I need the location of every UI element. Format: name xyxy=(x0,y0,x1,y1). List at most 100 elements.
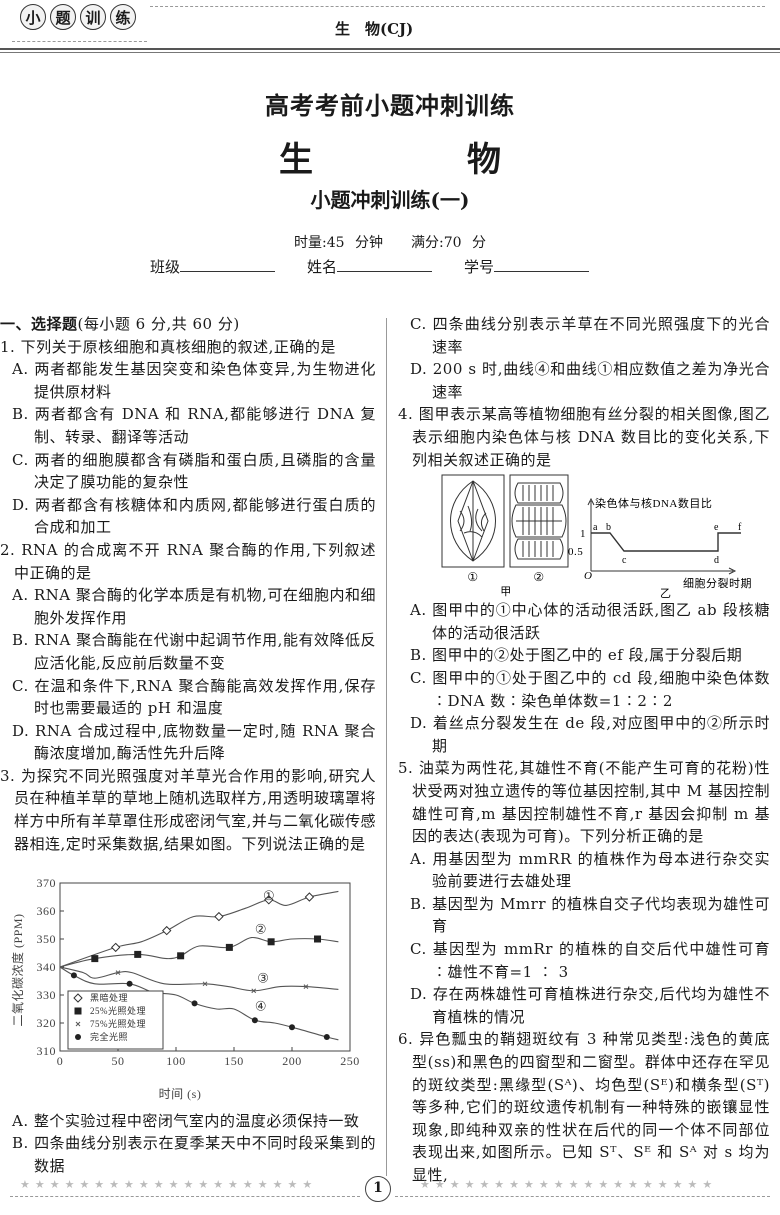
question-3-option-b: B. 四条曲线分别表示在夏季某天中不同时段采集到的数据 xyxy=(12,1134,376,1176)
header-dashed-line xyxy=(150,6,765,7)
y-tick-label: 330 xyxy=(37,988,57,1002)
data-point-series-4 xyxy=(289,1024,295,1031)
subject-title: 生 物 xyxy=(279,140,561,180)
data-point-series-3 xyxy=(251,988,257,994)
legend-box xyxy=(67,990,164,1050)
y-tick-label: 360 xyxy=(37,904,57,918)
id-field[interactable]: 学号 xyxy=(464,256,590,277)
graph-x-label: 细胞分裂时期 xyxy=(683,577,752,590)
blank-line xyxy=(180,258,276,272)
question-1-option-b: B. 两者都含有 DNA 和 RNA,都能够进行 DNA 复制、转录、翻译等活动 xyxy=(12,405,376,446)
logo-char: 练 xyxy=(110,4,136,30)
data-point-series-1 xyxy=(214,912,224,922)
left-column: 一、选择题(每小题 6 分,共 60 分) 1. 下列关于原核细胞和真核细胞的叙… xyxy=(0,313,376,1178)
data-point-series-1 xyxy=(264,895,274,905)
y-tick-label: 320 xyxy=(37,1016,57,1030)
legend-label: 25%光照处理 xyxy=(90,1005,146,1016)
point-e: e xyxy=(714,522,719,533)
data-point-series-4 xyxy=(191,1000,198,1007)
y-tick-label: 310 xyxy=(37,1044,57,1058)
question-2-option-a: A. RNA 聚合酶的化学本质是有机物,可在细胞内和细胞外发挥作用 xyxy=(12,586,376,627)
question-3-option-a: A. 整个实验过程中密闭气室内的温度必须保持一致 xyxy=(12,1111,360,1130)
page-header: 小 题 训 练 生 物(CJ) xyxy=(0,0,780,53)
data-point-series-2 xyxy=(134,951,142,959)
header-subject: 生 物(CJ) xyxy=(335,20,414,38)
x-tick-label: 150 xyxy=(224,1054,244,1068)
header-dashed-line xyxy=(12,41,147,42)
question-4-option-d: D. 着丝点分裂发生在 de 段,对应图甲中的②所示时期 xyxy=(410,714,770,755)
data-point-series-2 xyxy=(267,938,275,946)
data-point-series-4 xyxy=(323,1034,330,1041)
main-title: 高考考前小题冲刺训练 xyxy=(265,91,515,120)
legend-label: 75%光照处理 xyxy=(90,1018,146,1029)
data-point-series-2 xyxy=(177,952,185,960)
name-field[interactable]: 姓名 xyxy=(307,256,433,277)
x-tick-label: 250 xyxy=(340,1054,360,1068)
point-f: f xyxy=(738,522,742,533)
point-c: c xyxy=(622,555,627,566)
series-number-label: ② xyxy=(255,922,267,937)
mitosis-figure: ① ② 甲 染色体与核DNA数目比 细胞分裂时期 O 1 0.5 a b c d… xyxy=(441,474,752,599)
graph-origin: O xyxy=(584,570,592,582)
column-divider xyxy=(386,318,387,1176)
question-1-option-d: D. 两者都含有核糖体和内质网,都能够进行蛋白质的合成和加工 xyxy=(12,495,376,537)
section-title: 一、选择题 xyxy=(0,315,78,333)
x-tick-label: 200 xyxy=(282,1054,302,1068)
question-4-option-c: C. 图甲中的①处于图乙中的 cd 段,细胞中染色体数∶DNA 数∶染色单体数=… xyxy=(410,668,770,710)
data-point-series-1 xyxy=(304,892,315,902)
x-axis-label: 时间 (s) xyxy=(159,1087,202,1101)
blank-line xyxy=(337,258,433,272)
question-2-stem: 2. RNA 的合成离不开 RNA 聚合酶的作用,下列叙述中正确的是 xyxy=(0,540,376,582)
field-label: 班级 xyxy=(150,258,181,276)
legend-marker xyxy=(75,1021,81,1027)
figure-yi-label: 乙 xyxy=(660,587,672,599)
footer-line xyxy=(395,1196,770,1197)
legend-label: 完全光照 xyxy=(90,1031,128,1042)
data-point-series-1 xyxy=(110,942,121,953)
field-label: 姓名 xyxy=(307,258,338,276)
data-point-series-2 xyxy=(91,955,99,963)
question-5-stem: 5. 油菜为两性花,其雄性不育(不能产生可育的花粉)性状受两对独立遗传的等位基因… xyxy=(398,759,770,846)
sub-title: 小题冲刺训练(一) xyxy=(310,188,470,212)
cell-diagram-2 xyxy=(509,474,569,568)
logo-char: 题 xyxy=(50,4,76,30)
exam-meta: 时量:45 分钟 满分:70 分 xyxy=(294,235,486,251)
data-point-series-3 xyxy=(202,981,208,987)
series-line-1 xyxy=(59,891,339,968)
data-point-series-1 xyxy=(162,926,172,936)
logo-char: 小 xyxy=(20,4,46,30)
question-3-stem: 3. 为探究不同光照强度对羊草光合作用的影响,研究人员在种植羊草的草地上随机选取… xyxy=(0,766,376,853)
question-4-option-b: B. 图甲中的②处于图乙中的 ef 段,属于分裂后期 xyxy=(410,646,743,665)
question-5-option-a: A. 用基因型为 mmRR 的植株作为母本进行杂交实验前要进行去雄处理 xyxy=(410,849,770,891)
x-tick-label: 50 xyxy=(112,1054,125,1068)
data-point-series-4 xyxy=(126,981,133,988)
header-rule xyxy=(0,48,780,53)
data-point-series-3 xyxy=(303,984,309,990)
question-1-option-a: A. 两者都能发生基因突变和染色体变异,为生物进化提供原材料 xyxy=(12,360,376,401)
point-a: a xyxy=(593,522,598,533)
data-point-series-2 xyxy=(225,944,233,952)
question-5-option-d: D. 存在两株雄性可育植株进行杂交,后代均为雄性不育植株的情况 xyxy=(410,985,770,1026)
legend-label: 黑暗处理 xyxy=(90,992,128,1003)
right-column: C. 四条曲线分别表示羊草在不同光照强度下的光合速率 D. 200 s 时,曲线… xyxy=(398,313,770,1187)
y-axis-label: 二氧化碳浓度 (PPM) xyxy=(10,914,25,1027)
question-1-option-c: C. 两者的细胞膜都含有磷脂和蛋白质,且磷脂的含量决定了膜功能的复杂性 xyxy=(12,450,376,492)
graph-tick-1: 1 xyxy=(580,528,586,540)
page-footer: ★★★★★★★★★★★★★★★★★★★★ ★★★★★★★★★★★★★★★★★★★… xyxy=(0,1176,780,1208)
cell-2-label: ② xyxy=(533,570,544,584)
point-b: b xyxy=(606,522,612,533)
y-tick-label: 340 xyxy=(37,960,57,974)
data-point-series-4 xyxy=(251,1017,258,1024)
page-number: 1 xyxy=(365,1176,391,1202)
figure-jia-label: 甲 xyxy=(500,586,512,598)
question-5-option-c: C. 基因型为 mmRr 的植株的自交后代中雄性可育∶雄性不育=1 ∶ 3 xyxy=(410,940,770,981)
series-line-3 xyxy=(59,966,339,992)
class-field[interactable]: 班级 xyxy=(150,256,276,277)
x-tick-label: 0 xyxy=(57,1054,64,1068)
legend-marker xyxy=(74,1007,82,1015)
question-4-option-a: A. 图甲中的①中心体的活动很活跃,图乙 ab 段核糖体的活动很活跃 xyxy=(410,601,770,642)
series-number-label: ① xyxy=(263,888,275,903)
graph-tick-05: 0.5 xyxy=(568,546,583,558)
question-2-option-d: D. RNA 合成过程中,底物数量一定时,随 RNA 聚合酶浓度增加,酶活性先升… xyxy=(12,721,376,763)
logo-char: 训 xyxy=(80,4,106,30)
